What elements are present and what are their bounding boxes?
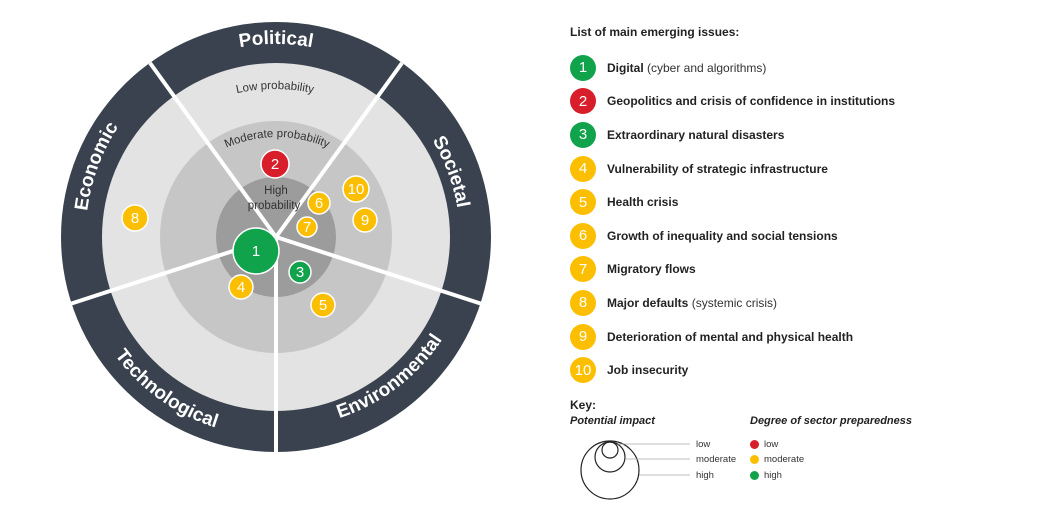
legend-item-label: Geopolitics and crisis of confidence in … (607, 94, 896, 109)
legend-item-1: 1 Digital (cyber and algorithms) (570, 51, 1010, 85)
legend-number-badge: 1 (570, 54, 596, 81)
issue-bubble-9: 9 (352, 207, 378, 233)
zone-label-low: Low probability (235, 80, 315, 96)
issue-bubble-8: 8 (121, 204, 149, 232)
sector-label-political: Political (237, 28, 315, 52)
legend-item-3: 3 Extraordinary natural disasters (570, 118, 1010, 152)
issue-bubble-3: 3 (288, 260, 312, 284)
preparedness-level-high: high (764, 470, 782, 481)
legend-item-8: 8 Major defaults (systemic crisis) (570, 286, 1010, 320)
legend-number-badge: 6 (570, 222, 596, 249)
legend-number-badge: 3 (570, 121, 596, 148)
issue-bubble-number: 1 (252, 243, 260, 260)
issue-bubble-6: 6 (307, 191, 331, 215)
issue-bubble-number: 4 (237, 279, 245, 296)
legend-item-5: 5 Health crisis (570, 185, 1010, 219)
issue-bubble-circle (352, 207, 378, 233)
legend-item-2: 2 Geopolitics and crisis of confidence in… (570, 85, 1010, 119)
legend-item-text: Extraordinary natural disasters (607, 128, 784, 142)
issues-legend: List of main emerging issues: 1 Digital (… (570, 25, 1010, 387)
legend-item-label: Extraordinary natural disasters (607, 127, 785, 142)
legend-number-badge: 9 (570, 323, 596, 350)
issue-bubble-number: 5 (319, 297, 327, 314)
legend-item-text: Digital (cyber and algorithms) (607, 61, 766, 75)
issue-bubble-number: 6 (315, 195, 323, 212)
legend-number-badge: 10 (570, 357, 596, 384)
preparedness-title: Degree of sector preparedness (750, 415, 913, 427)
issue-bubble-circle (307, 191, 331, 215)
issue-bubble-circle (296, 216, 318, 238)
legend-item-text: Migratory flows (607, 262, 696, 276)
legend-item-10: 10 Job insecurity (570, 353, 1010, 387)
legend-title: List of main emerging issues: (570, 25, 740, 39)
key-panel: Key: Potential impact Degree of sector p… (570, 398, 1010, 508)
issue-bubble-1: 1 (232, 227, 280, 275)
issue-list: 1 Digital (cyber and algorithms) 2 Geopolit… (570, 51, 1010, 387)
issue-bubble-circle (228, 274, 254, 300)
key-title: Key: (570, 398, 597, 412)
legend-item-detail: (systemic crisis) (688, 295, 778, 310)
issue-bubble-4: 4 (228, 274, 254, 300)
legend-item-text: Job insecurity (607, 363, 688, 377)
issue-bubble-number: 9 (361, 212, 369, 229)
issue-bubble-circle (310, 292, 336, 318)
preparedness-low-dot (750, 440, 759, 449)
issue-bubble-number: 10 (348, 181, 365, 198)
preparedness-high-dot (750, 471, 759, 480)
zone-label-high: High probability (248, 185, 301, 212)
preparedness-level-moderate: moderate (764, 454, 805, 465)
preparedness-level-low: low (764, 439, 779, 450)
legend-item-label: Vulnerability of strategic infrastructur… (607, 161, 828, 176)
legend-item-text: Deterioration of mental and physical hea… (607, 330, 853, 344)
impact-level-high: high (696, 470, 714, 481)
issue-bubble-5: 5 (310, 292, 336, 318)
legend-item-label: Growth of inequality and social tensions (607, 228, 838, 243)
legend-number-badge: 2 (570, 88, 596, 115)
legend-number-badge: 7 (570, 256, 596, 283)
legend-item-4: 4 Vulnerability of strategic infrastructu… (570, 152, 1010, 186)
impact-size-key (580, 440, 690, 500)
legend-item-7: 7 Migratory flows (570, 253, 1010, 287)
preparedness-moderate-dot (750, 455, 759, 464)
issue-bubble-circle (260, 149, 290, 179)
legend-item-6: 6 Growth of inequality and social tension… (570, 219, 1010, 253)
legend-number-badge: 5 (570, 189, 596, 216)
legend-item-text: Vulnerability of strategic infrastructur… (607, 162, 828, 176)
legend-item-label: Deterioration of mental and physical hea… (607, 329, 854, 344)
issue-bubble-circle (288, 260, 312, 284)
impact-title: Potential impact (570, 415, 655, 427)
legend-item-detail: (cyber and algorithms) (643, 60, 767, 75)
issue-bubble-number: 2 (271, 156, 279, 173)
legend-item-text: Health crisis (607, 195, 678, 209)
impact-level-low: low (696, 439, 711, 450)
impact-level-moderate: moderate (696, 454, 737, 465)
issue-bubble-circle (342, 175, 370, 203)
issue-bubble-10: 10 (342, 175, 370, 203)
legend-item-label: Health crisis (607, 195, 679, 210)
issue-bubble-circle (121, 204, 149, 232)
issue-bubble-number: 3 (296, 264, 304, 281)
legend-item-label: Job insecurity (607, 363, 689, 378)
issue-bubble-circle (232, 227, 280, 275)
issue-bubble-number: 8 (131, 210, 139, 227)
issue-bubble-2: 2 (260, 149, 290, 179)
legend-item-text: Growth of inequality and social tensions (607, 229, 838, 243)
emerging-issues-radar: Political Societal Environmental Technol… (61, 22, 491, 452)
legend-number-badge: 4 (570, 155, 596, 182)
legend-item-label: Digital (607, 60, 644, 75)
legend-item-text: Major defaults (systemic crisis) (607, 296, 777, 310)
issue-bubble-number: 7 (303, 219, 311, 236)
legend-item-text: Geopolitics and crisis of confidence in … (607, 94, 895, 108)
legend-item-label: Migratory flows (607, 262, 696, 277)
legend-item-9: 9 Deterioration of mental and physical he… (570, 320, 1010, 354)
legend-number-badge: 8 (570, 289, 596, 316)
legend-item-label: Major defaults (607, 295, 689, 310)
issue-bubbles: 1 2 3 4 5 67 8 9 10 (121, 149, 378, 318)
issue-bubble-7: 7 (296, 216, 318, 238)
